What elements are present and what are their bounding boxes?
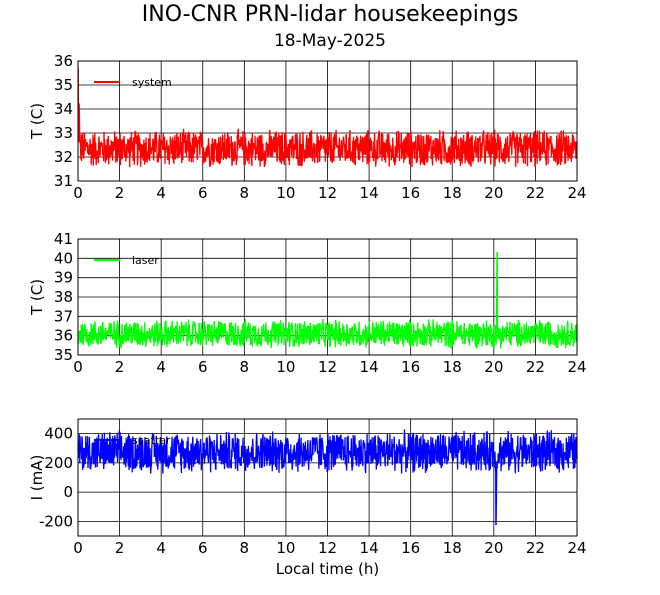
x-tick-label: 22 [526,358,545,376]
x-tick-label: 14 [360,358,379,376]
x-tick-label: 24 [567,184,586,202]
x-tick-label: 2 [115,358,125,376]
series-line-scatter [77,429,578,525]
y-axis-label: T (C) [28,279,46,316]
y-tick-label: 31 [54,172,73,190]
y-tick-label: 34 [54,100,73,118]
y-tick-label: 200 [44,454,73,472]
x-tick-label: 18 [443,539,462,557]
x-tick-label: 6 [198,358,208,376]
x-tick-label: 12 [318,358,337,376]
x-tick-label: 8 [240,358,250,376]
y-tick-label: -200 [39,512,73,530]
figure-subtitle: 18-May-2025 [274,31,386,51]
x-tick-label: 12 [318,184,337,202]
legend-label-system: system [132,76,172,89]
y-axis-label: T (C) [28,103,46,140]
x-tick-label: 8 [240,184,250,202]
x-tick-label: 10 [276,358,295,376]
y-tick-label: 40 [54,249,73,267]
x-tick-label: 20 [484,184,503,202]
y-tick-label: 41 [54,230,73,248]
x-tick-label: 2 [115,539,125,557]
plot-frame [77,238,578,356]
x-tick-label: 24 [567,539,586,557]
x-tick-label: 10 [276,539,295,557]
x-tick-label: 18 [443,358,462,376]
y-tick-label: 38 [54,288,73,306]
x-tick-label: 20 [484,539,503,557]
x-tick-label: 14 [360,184,379,202]
x-tick-label: 4 [156,539,166,557]
x-tick-label: 16 [401,539,420,557]
x-tick-label: 16 [401,184,420,202]
y-tick-label: 39 [54,269,73,287]
x-tick-label: 0 [73,184,83,202]
y-tick-label: 32 [54,148,73,166]
y-tick-label: 35 [54,346,73,364]
x-tick-label: 2 [115,184,125,202]
x-tick-label: 4 [156,358,166,376]
plot-frame [77,60,578,182]
x-tick-label: 4 [156,184,166,202]
x-tick-label: 16 [401,358,420,376]
figure-title: INO-CNR PRN-lidar housekeepings [142,2,518,27]
x-axis-label: Local time (h) [276,560,380,578]
x-tick-label: 22 [526,184,545,202]
x-tick-label: 0 [73,358,83,376]
y-tick-label: 35 [54,76,73,94]
y-tick-label: 37 [54,307,73,325]
y-tick-label: 36 [54,327,73,345]
x-tick-label: 12 [318,539,337,557]
x-tick-label: 6 [198,539,208,557]
y-tick-label: 400 [44,425,73,443]
x-tick-label: 20 [484,358,503,376]
x-tick-label: 24 [567,358,586,376]
series-line-laser [77,251,578,350]
y-tick-label: 33 [54,124,73,142]
x-tick-label: 10 [276,184,295,202]
x-tick-label: 18 [443,184,462,202]
x-tick-label: 14 [360,539,379,557]
x-tick-label: 6 [198,184,208,202]
legend-label-scatter: scatter [132,434,171,447]
legend-label-laser: laser [132,254,159,267]
plot-frame [77,418,578,537]
x-tick-label: 0 [73,539,83,557]
y-tick-label: 0 [63,483,73,501]
x-tick-label: 8 [240,539,250,557]
y-tick-label: 36 [54,52,73,70]
x-tick-label: 22 [526,539,545,557]
series-line-system [77,67,578,168]
y-axis-label: I (mA) [28,455,46,501]
